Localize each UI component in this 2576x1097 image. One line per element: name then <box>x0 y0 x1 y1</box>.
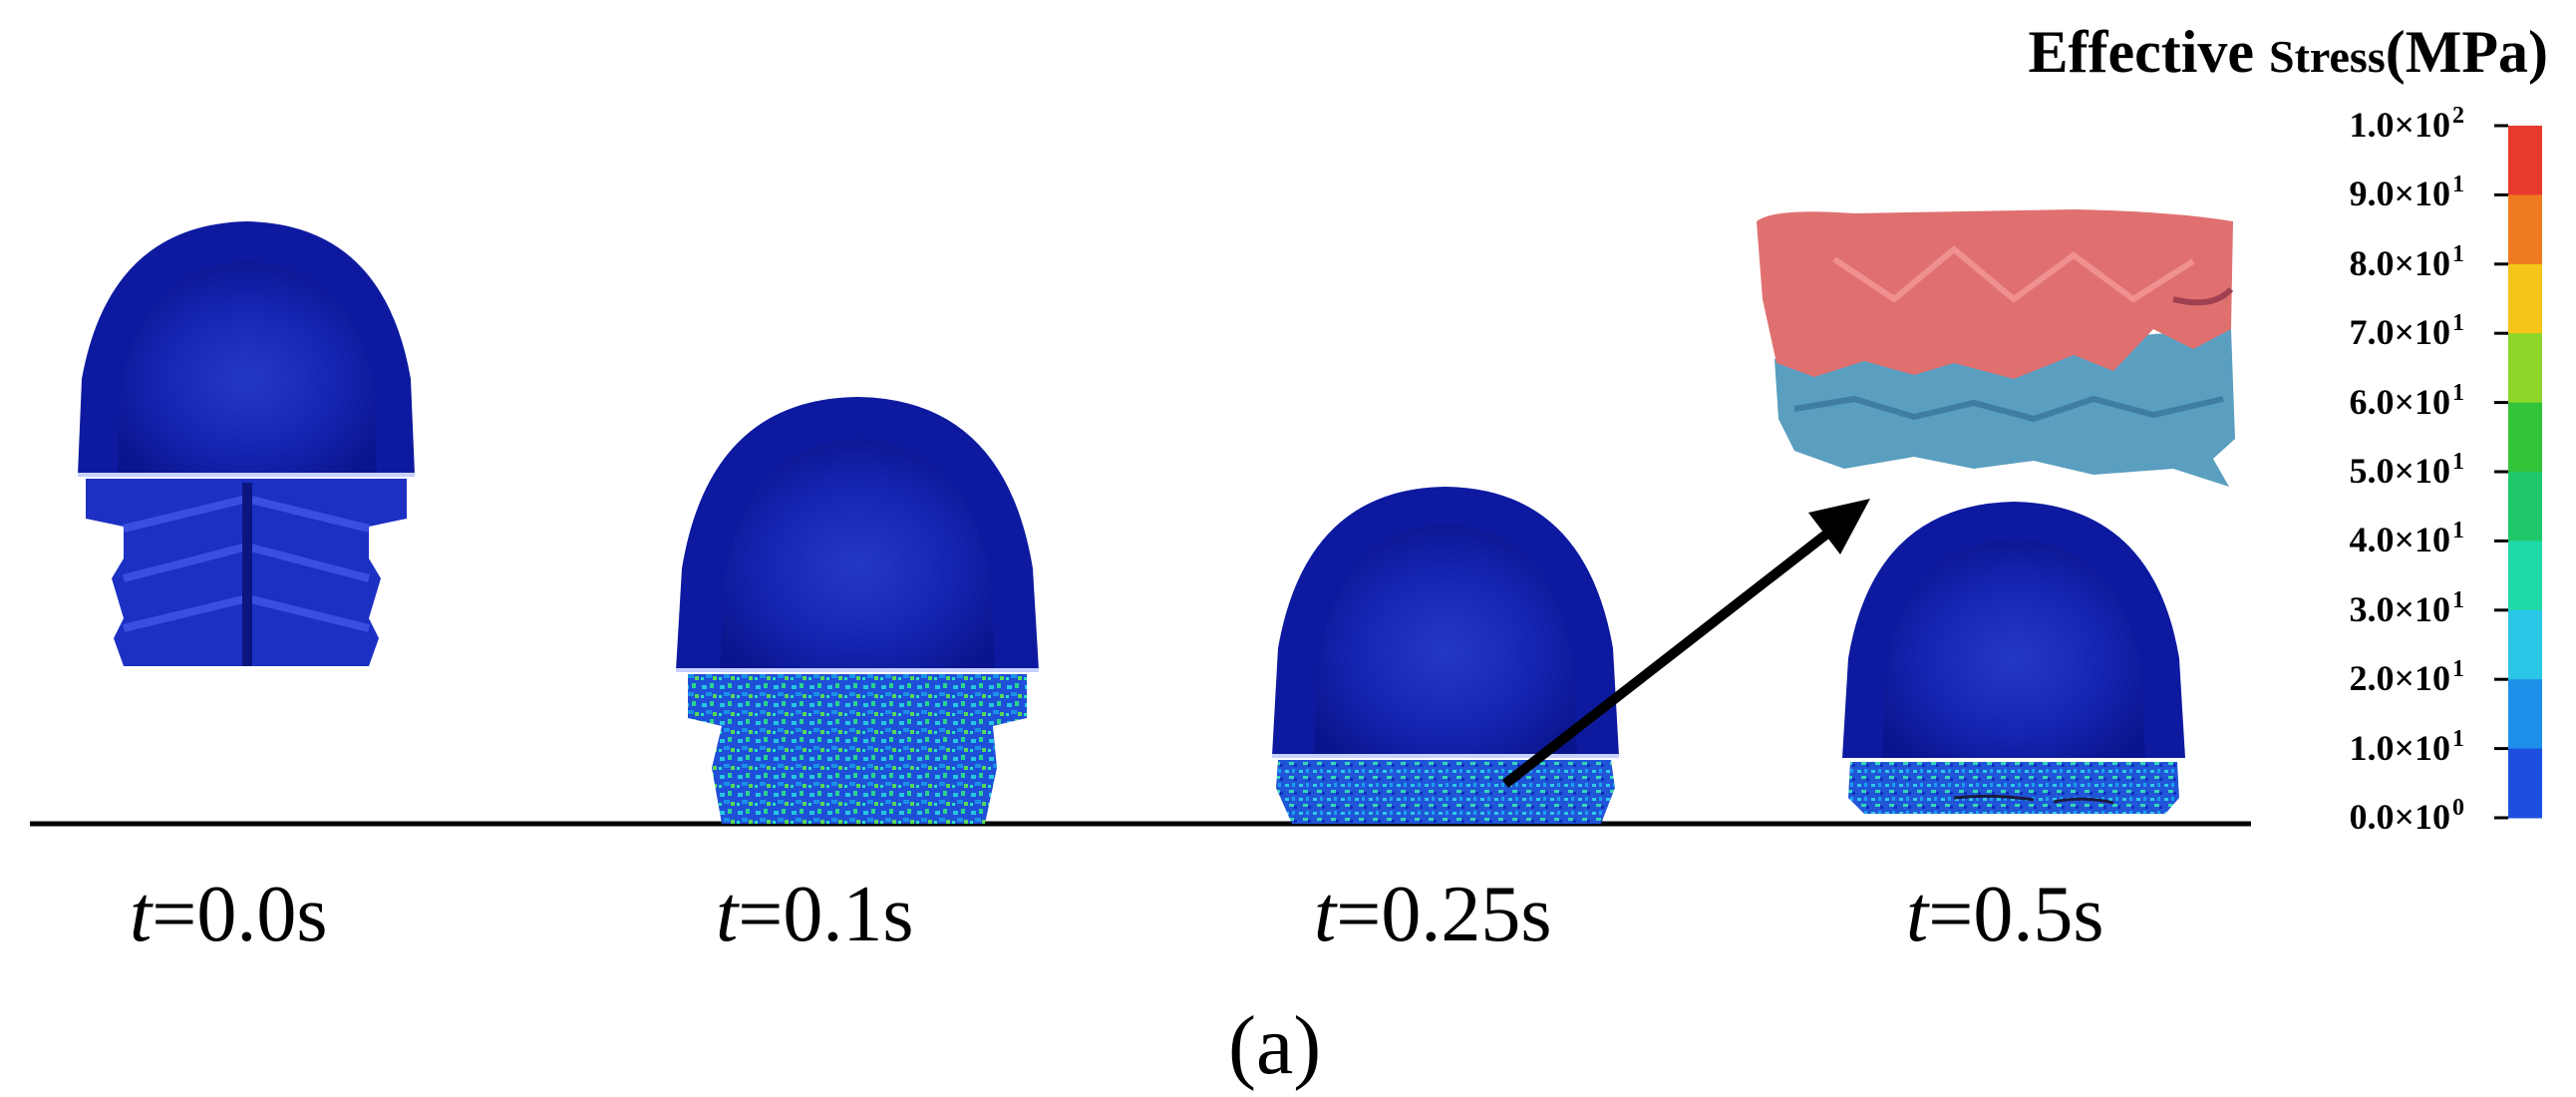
crushed-core <box>1848 762 2179 814</box>
tick-mantissa: 3.0×10 <box>2349 588 2450 629</box>
legend-tick-label: 0.0×100 <box>2349 796 2464 835</box>
callout-arrow <box>1501 499 1870 788</box>
tick-mantissa: 5.0×10 <box>2349 451 2450 491</box>
tick-exponent: 1 <box>2452 586 2464 613</box>
tick-exponent: 1 <box>2452 379 2464 406</box>
frame-t025 <box>1272 487 1619 824</box>
legend-colorbar <box>2494 124 2542 820</box>
inset-red-layer <box>1757 209 2233 379</box>
tick-exponent: 1 <box>2452 518 2464 545</box>
frame-t05 <box>1842 502 2185 814</box>
inset-blue-layer <box>1774 329 2235 487</box>
frame-t01 <box>676 397 1039 824</box>
tick-mantissa: 8.0×10 <box>2349 242 2450 283</box>
legend-color-cell <box>2508 126 2542 195</box>
legend-tick-label: 5.0×101 <box>2349 450 2464 489</box>
legend-color-cell <box>2508 333 2542 404</box>
crushed-core <box>688 674 1027 824</box>
legend-tick-label: 9.0×101 <box>2349 173 2464 211</box>
legend-tick-label: 1.0×102 <box>2349 104 2464 143</box>
tick-mantissa: 7.0×10 <box>2349 312 2450 353</box>
legend-color-cell <box>2508 541 2542 611</box>
legend-tick-label: 2.0×101 <box>2349 657 2464 696</box>
legend-tick-label: 4.0×101 <box>2349 519 2464 557</box>
tick-exponent: 1 <box>2452 310 2464 337</box>
legend-color-cell <box>2508 748 2542 819</box>
tick-mantissa: 2.0×10 <box>2349 658 2450 699</box>
frame-t0 <box>78 221 415 666</box>
tick-exponent: 1 <box>2452 725 2464 752</box>
fracture-inset <box>1757 209 2235 487</box>
legend-tick-label: 8.0×101 <box>2349 242 2464 281</box>
legend-tick-label: 6.0×101 <box>2349 381 2464 420</box>
tick-mantissa: 1.0×10 <box>2349 105 2450 145</box>
legend-color-cell <box>2508 263 2542 334</box>
time-label-t025: t=0.25s <box>1314 871 1552 958</box>
tick-mantissa: 0.0×10 <box>2349 797 2450 837</box>
legend-tick-label: 7.0×101 <box>2349 311 2464 350</box>
tick-exponent: 2 <box>2452 103 2464 129</box>
legend-color-cell <box>2508 679 2542 750</box>
tick-exponent: 1 <box>2452 172 2464 198</box>
tick-exponent: 1 <box>2452 656 2464 683</box>
legend-color-cell <box>2508 194 2542 265</box>
tick-mantissa: 1.0×10 <box>2349 727 2450 768</box>
legend-title: Effective Stress(MPa) <box>2028 19 2549 85</box>
legend-color-cell <box>2508 609 2542 680</box>
time-label-t01: t=0.1s <box>716 871 914 958</box>
legend-tick-label: 1.0×101 <box>2349 727 2464 766</box>
panel-label: (a) <box>1228 999 1322 1092</box>
tick-exponent: 1 <box>2452 449 2464 475</box>
legend-color-cell <box>2508 472 2542 542</box>
legend-tick-label: 3.0×101 <box>2349 588 2464 627</box>
tick-exponent: 0 <box>2452 795 2464 821</box>
tick-mantissa: 9.0×10 <box>2349 174 2450 214</box>
time-label-t0: t=0.0s <box>130 871 328 958</box>
legend-color-cell <box>2508 402 2542 473</box>
crushed-core <box>1276 760 1615 824</box>
tick-mantissa: 4.0×10 <box>2349 520 2450 560</box>
tick-mantissa: 6.0×10 <box>2349 381 2450 422</box>
time-label-t05: t=0.5s <box>1906 871 2104 958</box>
tick-exponent: 1 <box>2452 240 2464 267</box>
